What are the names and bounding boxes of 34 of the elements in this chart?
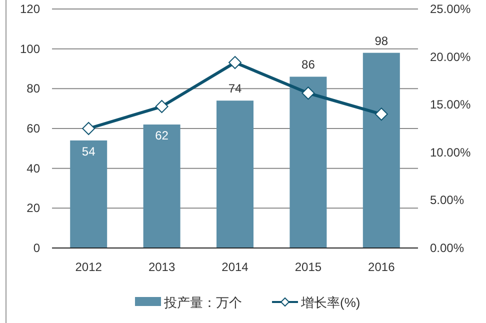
y-tick-label: 20 (26, 201, 40, 216)
legend-label: 投产量：万个 (163, 295, 242, 310)
bar (362, 52, 400, 248)
x-tick-label: 2015 (294, 260, 322, 274)
y-tick-label: 80 (26, 82, 40, 96)
x-tick-label: 2016 (368, 260, 396, 274)
y-tick-label: 0 (33, 241, 40, 255)
y2-tick-label: 10.00% (430, 145, 472, 160)
point (82, 122, 96, 135)
point (374, 108, 388, 121)
point (228, 56, 242, 70)
y-tick-label: 60 (26, 122, 40, 136)
y2-tick-label: 5.00% (430, 193, 464, 208)
data-label: 86 (302, 58, 316, 72)
y-tick-label: 100 (20, 42, 40, 56)
x-tick-label: 2014 (222, 260, 249, 274)
legend-label: 增长率(%) (300, 295, 360, 310)
point (302, 86, 315, 100)
bar (143, 124, 180, 248)
data-label: 98 (374, 34, 388, 48)
bar (290, 76, 327, 248)
data-label: 54 (82, 144, 96, 158)
bar (70, 140, 108, 248)
data-label: 62 (155, 128, 169, 143)
point (155, 100, 168, 114)
y2-tick-label: 15.00% (430, 98, 472, 112)
y2-tick-label: 20.00% (430, 50, 472, 64)
bar (216, 100, 254, 248)
x-tick-label: 2012 (75, 260, 102, 274)
x-tick-label: 2013 (148, 260, 176, 274)
y-tick-label: 40 (26, 161, 40, 176)
y-tick-label: 120 (20, 2, 40, 16)
y2-tick-label: 0.00% (430, 241, 464, 255)
y2-tick-label: 25.00% (430, 2, 472, 16)
